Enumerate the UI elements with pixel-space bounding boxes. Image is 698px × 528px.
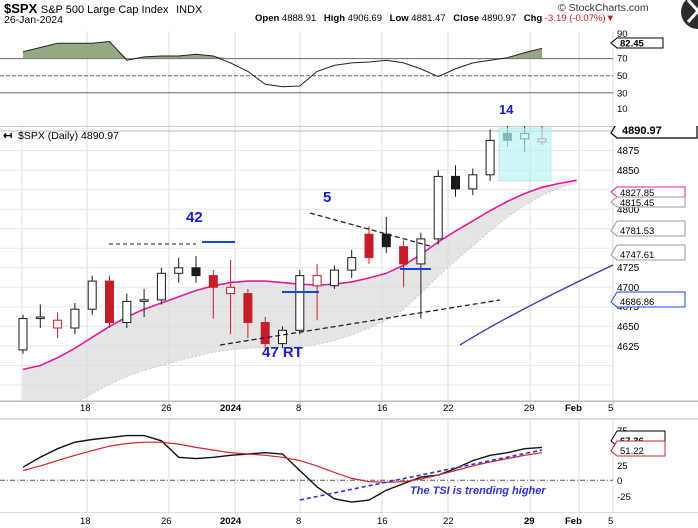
svg-text:4815.45: 4815.45	[620, 198, 654, 209]
svg-text:8: 8	[296, 403, 301, 414]
svg-text:26: 26	[161, 516, 172, 527]
svg-text:18: 18	[80, 403, 91, 414]
svg-text:4625: 4625	[617, 342, 640, 353]
svg-text:82.45: 82.45	[620, 39, 644, 50]
svg-text:2024: 2024	[220, 516, 242, 527]
svg-text:4875: 4875	[617, 146, 640, 157]
svg-text:22: 22	[443, 403, 454, 414]
svg-text:4725: 4725	[617, 263, 640, 274]
svg-text:14: 14	[499, 102, 514, 117]
svg-text:10: 10	[617, 104, 628, 115]
svg-text:22: 22	[443, 516, 454, 527]
svg-text:8: 8	[296, 516, 301, 527]
svg-text:16: 16	[377, 403, 388, 414]
svg-text:2024: 2024	[220, 403, 242, 414]
svg-text:4781.53: 4781.53	[620, 226, 654, 237]
svg-text:16: 16	[377, 516, 388, 527]
svg-text:Feb: Feb	[565, 403, 582, 414]
svg-text:Feb: Feb	[565, 516, 582, 527]
svg-text:$SPX (Daily) 4890.97: $SPX (Daily) 4890.97	[18, 130, 119, 142]
svg-text:The TSI is trending higher: The TSI is trending higher	[410, 485, 546, 497]
svg-text:4850: 4850	[617, 166, 640, 177]
svg-text:30: 30	[617, 89, 628, 100]
svg-text:50: 50	[617, 71, 628, 82]
svg-text:4650: 4650	[617, 322, 640, 333]
svg-text:5: 5	[323, 189, 331, 206]
svg-text:↤: ↤	[3, 130, 12, 142]
svg-text:4686.86: 4686.86	[620, 297, 654, 308]
svg-text:47 RT: 47 RT	[262, 344, 303, 361]
svg-text:26: 26	[161, 403, 172, 414]
svg-text:0: 0	[617, 476, 622, 487]
svg-text:51.22: 51.22	[620, 446, 644, 457]
svg-text:4747.61: 4747.61	[620, 250, 654, 261]
svg-text:4890.97: 4890.97	[622, 125, 662, 137]
svg-text:5: 5	[608, 403, 613, 414]
svg-text:5: 5	[608, 516, 613, 527]
svg-text:18: 18	[80, 516, 91, 527]
svg-text:70: 70	[617, 54, 628, 65]
svg-text:-25: -25	[617, 492, 631, 503]
svg-text:25: 25	[617, 461, 628, 472]
svg-text:42: 42	[186, 209, 203, 226]
svg-text:29: 29	[524, 403, 535, 414]
svg-text:29: 29	[524, 516, 535, 527]
